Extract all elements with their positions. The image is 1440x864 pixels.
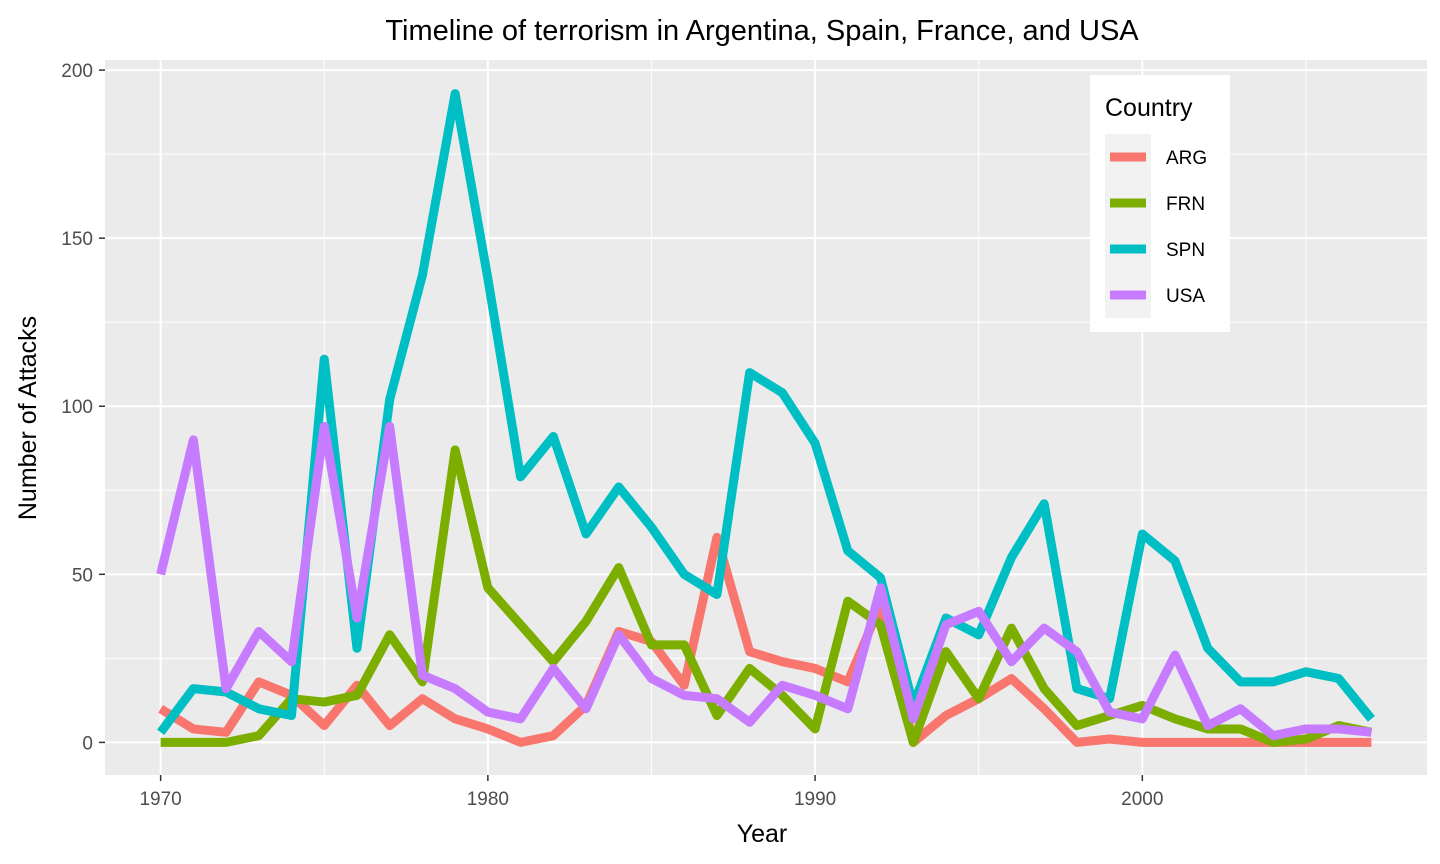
series-lines [156, 89, 1375, 747]
x-tick-label: 1970 [139, 789, 181, 810]
legend-label-spn: SPN [1166, 240, 1205, 261]
series-line-frn [160, 445, 1373, 747]
legend-label-arg: ARG [1166, 148, 1207, 169]
legend: Country ARG FRN SPN USA [1090, 75, 1230, 332]
major-gridlines [105, 60, 1427, 775]
x-axis: 1970 1980 1990 2000 [139, 775, 1163, 810]
legend-label-frn: FRN [1166, 194, 1205, 215]
legend-title: Country [1105, 94, 1193, 122]
y-tick-label: 0 [82, 733, 93, 754]
chart-title: Timeline of terrorism in Argentina, Spai… [385, 15, 1139, 47]
x-tick-label: 1990 [794, 789, 836, 810]
y-axis-title: Number of Attacks [14, 316, 42, 520]
legend-items: ARG FRN SPN USA [1105, 134, 1207, 318]
y-tick-label: 200 [61, 61, 93, 82]
y-tick-label: 150 [61, 229, 93, 250]
y-tick-label: 50 [72, 565, 93, 586]
x-tick-label: 2000 [1121, 789, 1163, 810]
y-axis: 0 50 100 150 200 [61, 61, 105, 754]
legend-label-usa: USA [1166, 286, 1205, 307]
y-tick-label: 100 [61, 397, 93, 418]
x-axis-title: Year [737, 820, 788, 848]
x-tick-label: 1980 [467, 789, 509, 810]
series-line-usa [156, 421, 1372, 741]
